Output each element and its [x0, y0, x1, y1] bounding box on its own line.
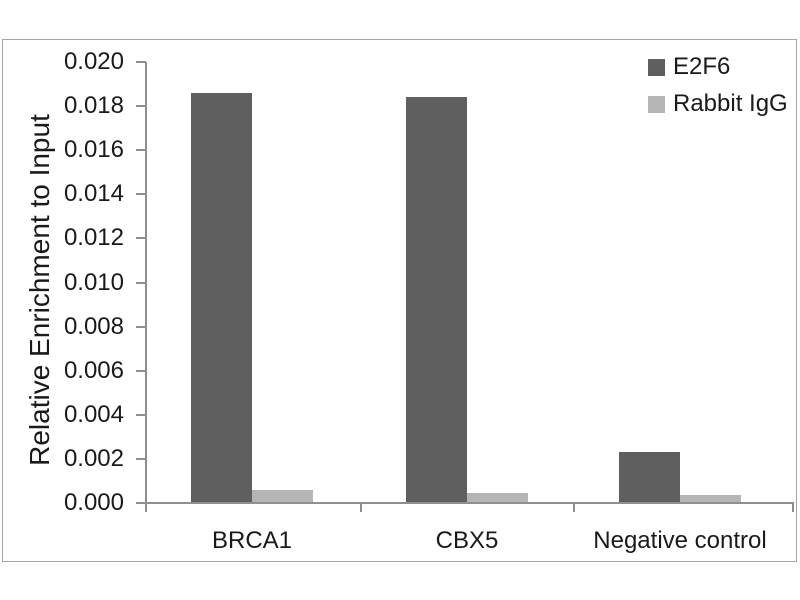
- y-tick-mark: [136, 370, 146, 372]
- legend-label-rabbit-igg: Rabbit IgG: [673, 90, 788, 117]
- legend-swatch-e2f6: [648, 58, 665, 76]
- y-tick-mark: [136, 282, 146, 284]
- y-tick-label: 0.018: [63, 92, 124, 119]
- y-tick-label: 0.004: [63, 401, 124, 428]
- legend-label-e2f6: E2F6: [673, 53, 731, 80]
- x-axis-tick: [573, 503, 575, 512]
- y-tick-label: 0.020: [63, 48, 124, 75]
- x-axis-label-cbx5: CBX5: [435, 527, 499, 554]
- bar-rabbit-igg-cbx5: [467, 493, 528, 503]
- y-tick-label: 0.016: [63, 136, 124, 163]
- x-axis-tick: [145, 503, 147, 512]
- y-tick-mark: [136, 326, 146, 328]
- bar-e2f6-negative-control: [619, 452, 680, 503]
- bar-e2f6-cbx5: [406, 97, 467, 503]
- x-axis-tick: [792, 503, 794, 512]
- y-tick-mark: [136, 149, 146, 151]
- x-axis-line: [145, 502, 794, 504]
- y-tick-mark: [136, 61, 146, 63]
- legend-swatch-rabbit-igg: [648, 95, 665, 113]
- y-tick-label: 0.012: [63, 224, 124, 251]
- y-tick-label: 0.000: [63, 489, 124, 516]
- y-tick-label: 0.008: [63, 313, 124, 340]
- legend: E2F6 Rabbit IgG: [648, 0, 798, 130]
- bar-rabbit-igg-negative-control: [680, 495, 741, 503]
- y-tick-mark: [136, 105, 146, 107]
- y-axis-line: [145, 62, 147, 503]
- y-tick-mark: [136, 502, 146, 504]
- bar-rabbit-igg-brca1: [252, 490, 313, 503]
- x-axis-label-brca1: BRCA1: [211, 527, 293, 554]
- y-tick-label: 0.010: [63, 269, 124, 296]
- y-tick-label: 0.006: [63, 357, 124, 384]
- legend-item-e2f6: E2F6: [648, 53, 730, 81]
- y-tick-mark: [136, 414, 146, 416]
- y-tick-mark: [136, 193, 146, 195]
- x-axis-tick: [360, 503, 362, 512]
- y-tick-mark: [136, 237, 146, 239]
- legend-item-rabbit-igg: Rabbit IgG: [648, 90, 788, 118]
- x-axis-label-negative-control: Negative control: [593, 527, 767, 554]
- bar-e2f6-brca1: [191, 93, 252, 503]
- y-tick-mark: [136, 458, 146, 460]
- y-tick-label: 0.014: [63, 180, 124, 207]
- y-tick-label: 0.002: [63, 445, 124, 472]
